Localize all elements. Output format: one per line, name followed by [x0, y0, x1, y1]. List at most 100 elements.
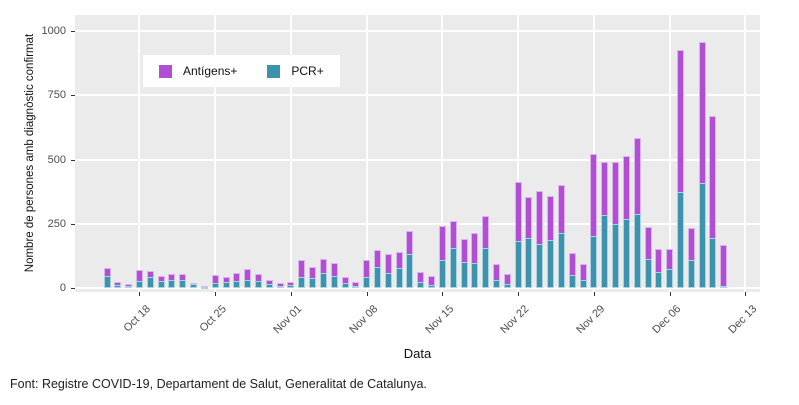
stacked-bar: [265, 279, 273, 288]
x-tick-mark: [593, 292, 595, 296]
x-axis-title: Data: [403, 346, 432, 361]
x-gridline: [592, 15, 595, 292]
stacked-bar: [287, 282, 295, 288]
x-tick-label: Oct 25: [197, 303, 229, 335]
stacked-bar: [352, 281, 360, 288]
pcr-segment: [406, 254, 414, 288]
y-tick-label: 250: [47, 217, 66, 230]
antigens-segment: [352, 281, 360, 286]
stacked-bar: [612, 161, 620, 288]
pcr-segment: [125, 286, 133, 288]
stacked-bar: [493, 264, 501, 288]
stacked-bar: [222, 276, 230, 288]
x-tick-label: Dec 06: [649, 303, 684, 337]
x-tick-label: Dec 13: [725, 303, 759, 337]
antigens-segment: [525, 197, 533, 239]
antigens-segment: [514, 181, 522, 242]
stacked-bar: [319, 258, 327, 288]
pcr-segment: [525, 238, 533, 288]
stacked-bar: [406, 230, 414, 288]
pcr-segment: [438, 260, 446, 288]
antigens-segment: [309, 266, 317, 279]
x-tick-mark: [290, 292, 292, 296]
antigens-segment: [341, 276, 349, 283]
stacked-bar: [211, 275, 219, 288]
x-gridline: [214, 15, 217, 292]
antigens-segment: [449, 220, 457, 248]
stacked-bar: [568, 253, 576, 288]
x-tick-mark: [442, 292, 444, 296]
antigens-swatch-icon: [159, 64, 172, 78]
legend-label: PCR+: [291, 64, 324, 78]
stacked-bar: [298, 260, 306, 288]
antigens-segment: [557, 184, 565, 233]
x-tick-label: Nov 15: [422, 303, 456, 337]
antigens-segment: [471, 233, 479, 264]
stacked-bar: [471, 233, 479, 288]
pcr-segment: [146, 276, 154, 288]
antigens-segment: [622, 156, 630, 219]
legend-item-pcr: PCR+: [267, 64, 324, 78]
stacked-bar: [676, 49, 684, 288]
antigens-segment: [503, 274, 511, 285]
pcr-segment: [514, 241, 522, 288]
y-tick-mark: [71, 288, 75, 289]
pcr-segment: [395, 268, 403, 288]
stacked-bar: [341, 276, 349, 288]
pcr-segment: [428, 284, 436, 288]
pcr-segment: [168, 280, 176, 288]
pcr-segment: [309, 278, 317, 288]
antigens-segment: [374, 249, 381, 268]
stacked-bar: [460, 238, 468, 288]
stacked-bar: [590, 154, 598, 288]
pcr-segment: [449, 247, 457, 288]
stacked-bar: [687, 228, 695, 288]
antigens-segment: [438, 225, 446, 260]
pcr-segment: [287, 285, 295, 288]
x-tick-label: Nov 22: [498, 303, 532, 337]
stacked-bar: [135, 270, 143, 288]
pcr-segment: [601, 214, 609, 288]
y-gridline: [75, 94, 760, 97]
stacked-bar: [666, 249, 674, 288]
x-tick-mark: [669, 292, 671, 296]
pcr-segment: [135, 281, 143, 288]
y-gridline: [75, 158, 760, 161]
y-tick-mark: [71, 159, 75, 161]
stacked-bar: [200, 285, 208, 289]
stacked-bar: [276, 282, 284, 288]
stacked-bar: [168, 273, 176, 288]
antigens-segment: [222, 276, 230, 282]
antigens-segment: [698, 41, 706, 183]
antigens-segment: [428, 275, 436, 285]
stacked-bar: [417, 271, 425, 288]
pcr-segment: [157, 281, 165, 288]
antigens-segment: [417, 271, 425, 282]
pcr-segment: [482, 247, 490, 288]
antigens-segment: [168, 273, 176, 281]
stacked-bar: [114, 282, 122, 288]
antigens-segment: [406, 230, 414, 255]
y-tick-label: 0: [59, 282, 66, 294]
source-note: Font: Registre COVID-19, Departament de …: [10, 377, 427, 391]
antigens-segment: [536, 191, 544, 245]
x-tick-label: Nov 29: [574, 303, 608, 337]
x-tick-label: Nov 01: [271, 303, 305, 337]
stacked-bar: [374, 249, 381, 288]
antigens-segment: [709, 116, 717, 239]
antigens-segment: [590, 154, 598, 236]
pcr-segment: [254, 281, 262, 288]
stacked-bar: [309, 266, 317, 288]
pcr-segment: [384, 272, 392, 288]
stacked-bar: [698, 41, 706, 288]
antigens-segment: [103, 267, 111, 276]
stacked-bar: [503, 274, 511, 288]
pcr-segment: [341, 282, 349, 288]
stacked-bar: [449, 220, 457, 288]
x-gridline: [441, 15, 444, 292]
stacked-bar: [179, 273, 187, 288]
antigens-segment: [114, 282, 122, 285]
antigens-segment: [720, 244, 728, 286]
pcr-segment: [471, 263, 479, 288]
